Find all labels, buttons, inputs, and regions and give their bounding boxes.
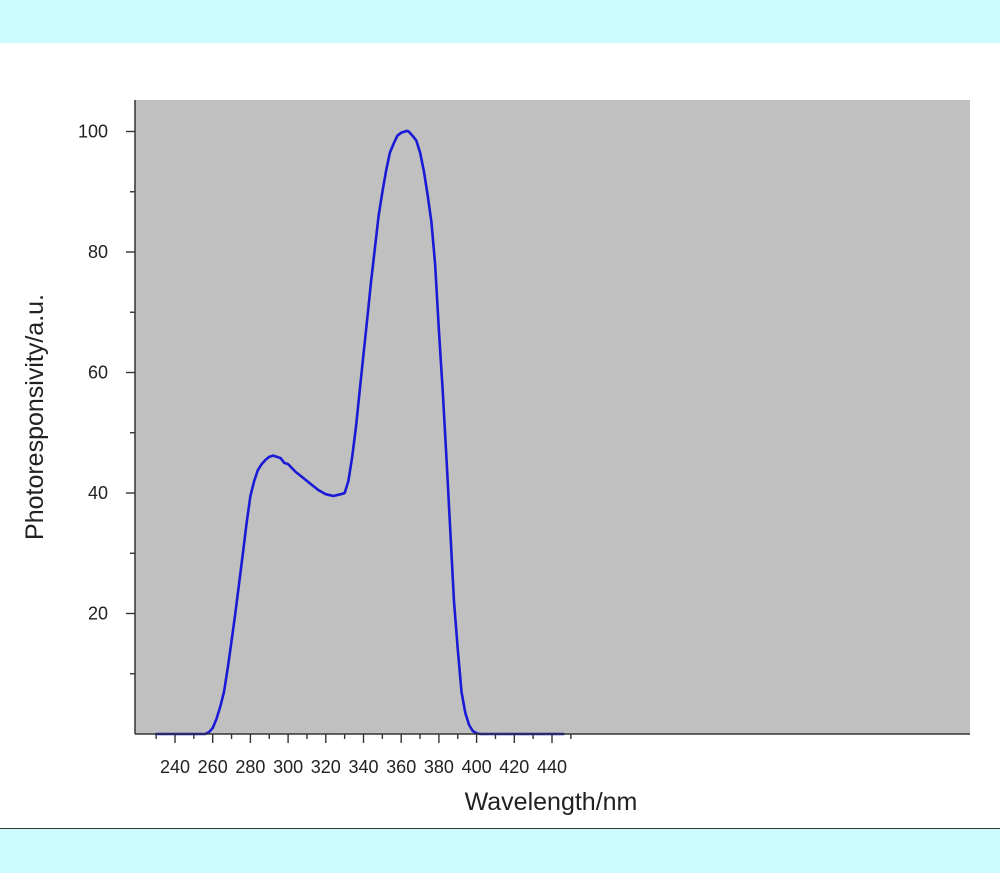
series-line-photoresponsivity [154,129,565,736]
y-tick-labels: 20 40 60 80 100 [78,122,108,624]
x-tick-label: 280 [235,757,265,777]
plot-area [135,100,970,734]
x-tick-label: 440 [537,757,567,777]
y-tick-label: 80 [88,242,108,262]
x-tick-label: 360 [386,757,416,777]
x-tick-label: 340 [348,757,378,777]
y-tick-label: 40 [88,483,108,503]
y-tick-label: 20 [88,604,108,624]
y-axis-title: Photoresponsivity/a.u. [21,294,49,540]
x-tick-label: 240 [160,757,190,777]
x-tick-label: 380 [424,757,454,777]
x-tick-labels: 240 260 280 300 320 340 360 380 400 420 440 [160,757,567,777]
bottom-band [0,829,1000,873]
x-tick-label: 300 [273,757,303,777]
x-tick-label: 400 [462,757,492,777]
x-tick-label: 260 [198,757,228,777]
y-tick-label: 60 [88,363,108,383]
x-tick-label: 420 [499,757,529,777]
tick-marks [126,130,572,743]
x-tick-label: 320 [311,757,341,777]
x-axis-title: Wavelength/nm [465,788,638,816]
top-band [0,0,1000,43]
y-tick-label: 100 [78,122,108,142]
